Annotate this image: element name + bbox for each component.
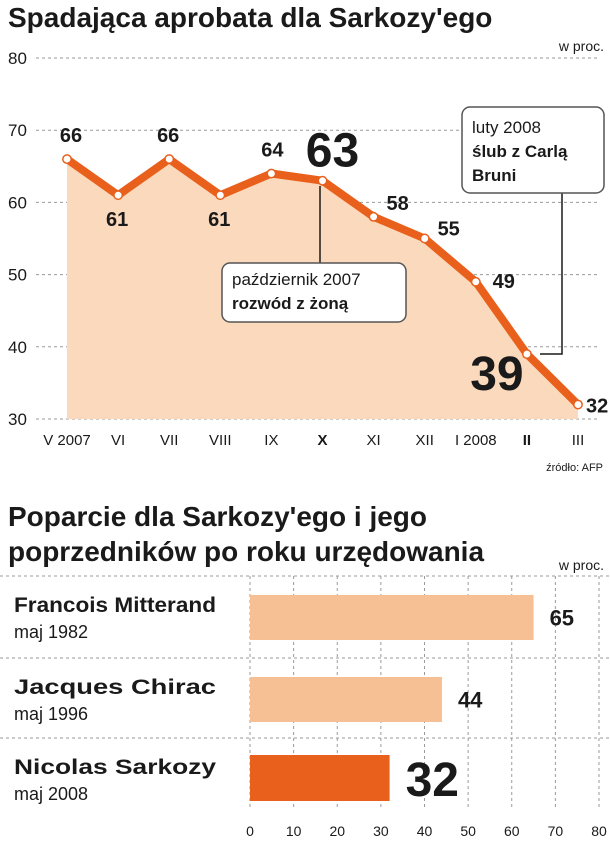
- bar: [250, 677, 442, 722]
- line-chart-x-tick-label: V 2007: [43, 432, 91, 449]
- bar-date: maj 2008: [14, 784, 88, 804]
- annotation-divorce: październik 2007 rozwód z żoną: [221, 186, 407, 323]
- line-chart-y-tick-label: 70: [8, 121, 27, 140]
- line-chart-point: [113, 190, 124, 201]
- annotation-divorce-line1: październik 2007: [232, 270, 361, 289]
- annotation-wedding-leader: [540, 192, 563, 355]
- line-chart-point: [215, 190, 226, 201]
- line-chart-x-tick-label: XI: [367, 432, 381, 449]
- line-chart-value-label: 55: [438, 219, 460, 241]
- bar-chart-title-line1: Poparcie dla Sarkozy'ego i jego: [8, 501, 427, 532]
- annotation-wedding-box: [461, 106, 605, 194]
- bar-value-label: 65: [550, 606, 574, 631]
- line-chart-point: [573, 399, 583, 410]
- line-chart-value-labels: 66 61 66 61 64 63 58 55 49 39 32: [60, 125, 608, 418]
- bar-row: Francois Mitterand maj 1982 65: [0, 575, 610, 642]
- bar-chart-x-tick-label: 0: [246, 823, 254, 839]
- bar-row: Jacques Chirac maj 1996 44: [0, 657, 610, 724]
- line-chart-value-label: 49: [493, 271, 515, 293]
- bar-value-label: 32: [406, 754, 459, 807]
- annotation-wedding-line3: Bruni: [472, 166, 516, 185]
- annotation-wedding-line1: luty 2008: [472, 118, 541, 137]
- line-chart-value-label: 39: [470, 348, 523, 401]
- line-chart-unit: w proc.: [558, 38, 604, 54]
- bar: [250, 595, 534, 640]
- line-chart-value-label: 66: [157, 125, 179, 147]
- annotation-wedding: luty 2008 ślub z Carlą Bruni: [461, 106, 605, 355]
- line-chart-y-tick-label: 80: [8, 49, 27, 68]
- line-chart-y-tick-labels: 30 40 50 60 70 80: [8, 49, 27, 429]
- bar-chart-x-tick-label: 20: [329, 823, 345, 839]
- line-chart-x-tick-label: XII: [416, 432, 434, 449]
- line-chart-y-tick-label: 40: [8, 338, 27, 357]
- line-chart-point: [521, 349, 532, 359]
- line-chart-point: [164, 154, 175, 165]
- line-chart-point: [368, 211, 379, 222]
- bar-chart-x-tick-label: 50: [460, 823, 476, 839]
- bar-chart-unit: w proc.: [558, 557, 604, 573]
- bar-chart-rows: Francois Mitterand maj 1982 65 Jacques Chir…: [0, 575, 610, 807]
- bar-chart-x-tick-label: 80: [591, 823, 607, 839]
- line-chart-value-label: 63: [306, 125, 359, 178]
- line-chart-x-tick-label: IX: [264, 432, 278, 449]
- bar-chart-x-tick-label: 60: [504, 823, 520, 839]
- bar-chart-x-tick-labels: 0 10 20 30 40 50 60 70 80: [246, 823, 607, 839]
- line-chart-value-label: 66: [60, 125, 82, 147]
- line-chart-x-tick-label: II: [523, 432, 531, 449]
- line-chart-point: [317, 175, 328, 186]
- line-chart-y-tick-label: 50: [8, 266, 27, 285]
- line-chart-point: [419, 233, 430, 244]
- source-note: źródło: AFP: [546, 462, 603, 474]
- line-chart-x-tick-label: X: [317, 432, 327, 449]
- line-chart-value-label: 32: [586, 396, 608, 418]
- bar-date: maj 1996: [14, 704, 88, 724]
- line-chart-value-label: 58: [386, 193, 408, 215]
- line-chart-y-tick-label: 30: [8, 410, 27, 429]
- bar-chart-x-tick-label: 10: [286, 823, 302, 839]
- bar-chart-x-tick-label: 30: [373, 823, 389, 839]
- line-chart-y-tick-label: 60: [8, 193, 27, 212]
- line-chart-x-tick-label: I 2008: [455, 432, 497, 449]
- line-chart-value-label: 64: [261, 140, 284, 162]
- line-chart-title: Spadająca aprobata dla Sarkozy'ego: [8, 2, 492, 33]
- bar-name: Nicolas Sarkozy: [14, 756, 216, 779]
- bar-chart-x-tick-label: 40: [417, 823, 433, 839]
- bar-date: maj 1982: [14, 622, 88, 642]
- line-chart-x-tick-label: VI: [111, 432, 125, 449]
- line-chart-point: [62, 154, 72, 165]
- bar-name: Francois Mitterand: [14, 594, 216, 617]
- bar-name: Jacques Chirac: [14, 676, 216, 699]
- bar-chart-title-line2: poprzedników po roku urzędowania: [8, 536, 484, 567]
- line-chart-point: [266, 168, 277, 179]
- line-chart-value-label: 61: [106, 209, 128, 231]
- line-chart-value-label: 61: [208, 209, 230, 231]
- bar-row: Nicolas Sarkozy maj 2008 32: [0, 737, 610, 807]
- annotation-wedding-line2: ślub z Carlą: [472, 142, 568, 161]
- line-chart-x-tick-label: VII: [160, 432, 178, 449]
- bar-value-label: 44: [458, 688, 483, 713]
- bar: [250, 755, 390, 801]
- annotation-divorce-line2: rozwód z żoną: [232, 294, 349, 313]
- annotation-divorce-box: [221, 262, 407, 323]
- line-chart-x-tick-labels: V 2007 VI VII VIII IX X XI XII I 2008 II III: [43, 432, 584, 449]
- line-chart-markers: [62, 154, 583, 410]
- line-chart-x-tick-label: III: [572, 432, 585, 449]
- bar-chart-x-tick-label: 70: [548, 823, 564, 839]
- line-chart-x-tick-label: VIII: [209, 432, 232, 449]
- line-chart-point: [470, 276, 481, 287]
